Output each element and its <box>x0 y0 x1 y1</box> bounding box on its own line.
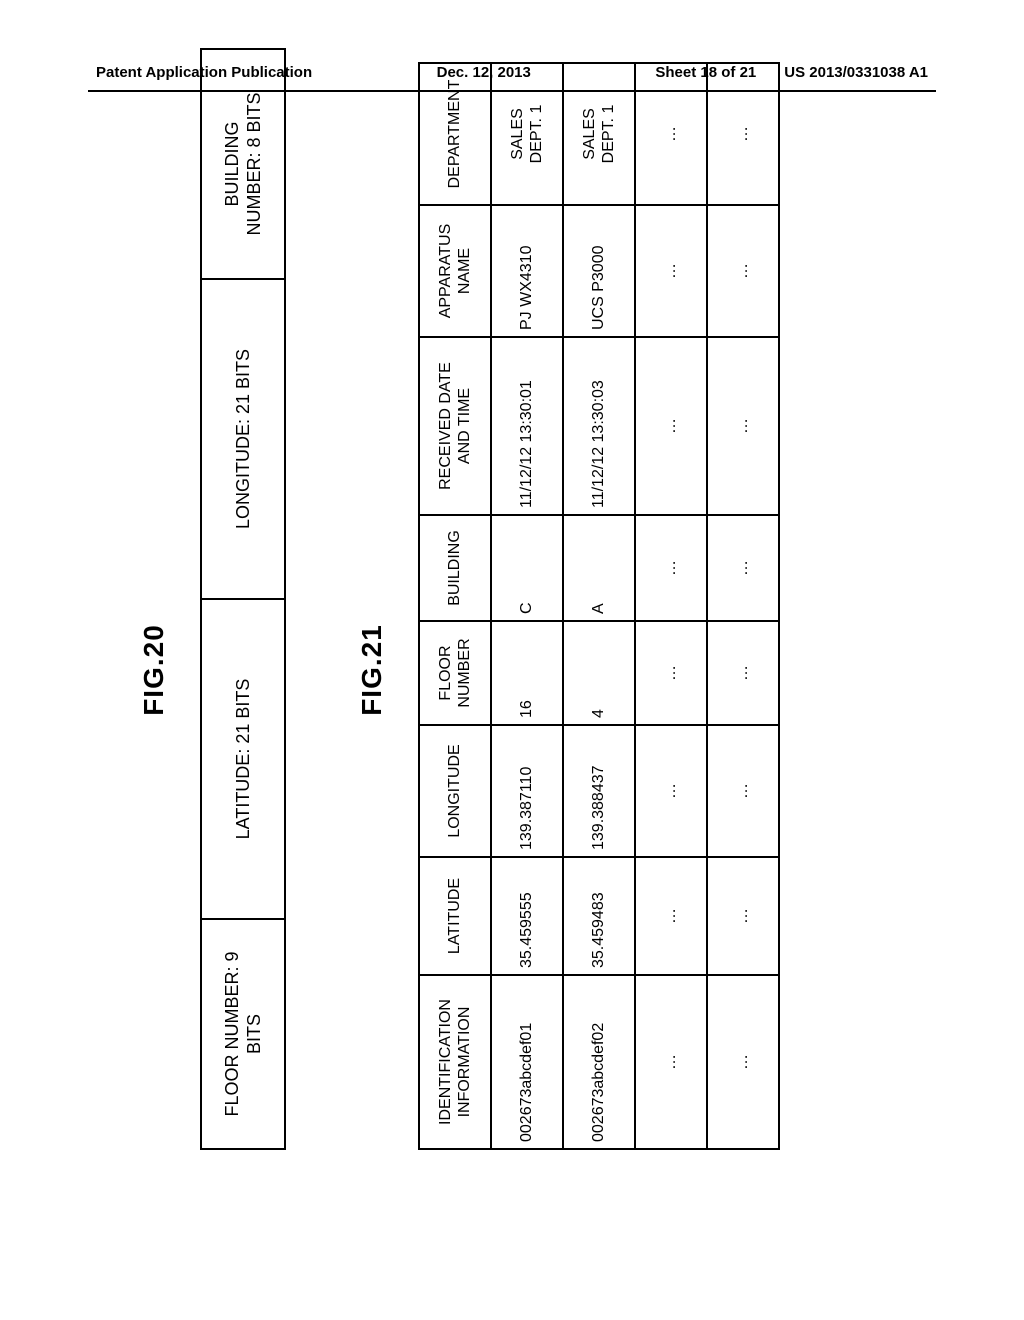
rotated-stage: FIG.20 FLOOR NUMBER: 9 BITS LATITUDE: 21… <box>88 130 936 1230</box>
fig21-cell: … <box>707 621 779 725</box>
fig21-cell: 139.387110 <box>491 725 563 857</box>
fig21-cell: 4 <box>563 621 635 725</box>
fig20-cell-longitude: LONGITUDE: 21 BITS <box>201 279 285 599</box>
fig21-cell: 139.388437 <box>563 725 635 857</box>
fig21-cell: … <box>635 621 707 725</box>
fig21-label: FIG.21 <box>356 190 388 1150</box>
page: Patent Application Publication Dec. 12, … <box>0 0 1024 1320</box>
fig21-cell: … <box>707 515 779 621</box>
fig21-cell: … <box>635 857 707 975</box>
fig21-col-latitude: LATITUDE <box>419 857 491 975</box>
fig21-col-longitude: LONGITUDE <box>419 725 491 857</box>
fig21-cell: 16 <box>491 621 563 725</box>
fig21-cell: … <box>635 725 707 857</box>
fig21-cell: … <box>707 857 779 975</box>
fig21-cell: … <box>635 337 707 515</box>
fig21-row: 002673abcdef02 35.459483 139.388437 4 A … <box>563 63 635 1149</box>
fig21-cell: … <box>707 205 779 337</box>
fig21-cell: 35.459555 <box>491 857 563 975</box>
fig20-cell-latitude: LATITUDE: 21 BITS <box>201 599 285 919</box>
fig21-cell: … <box>707 975 779 1149</box>
fig21-cell: C <box>491 515 563 621</box>
fig21-cell: UCS P3000 <box>563 205 635 337</box>
fig21-cell: 002673abcdef02 <box>563 975 635 1149</box>
fig21-cell: … <box>635 63 707 205</box>
fig21-cell: … <box>707 337 779 515</box>
fig21-cell: SALES DEPT. 1 <box>563 63 635 205</box>
fig21-row: … … … … … … … … <box>635 63 707 1149</box>
fig21-cell: 35.459483 <box>563 857 635 975</box>
header-pubnum: US 2013/0331038 A1 <box>784 64 928 81</box>
fig21-cell: 11/12/12 13:30:03 <box>563 337 635 515</box>
fig21-col-apparatus: APPARATUS NAME <box>419 205 491 337</box>
fig20-cell-floor: FLOOR NUMBER: 9 BITS <box>201 919 285 1149</box>
fig21-row: 002673abcdef01 35.459555 139.387110 16 C… <box>491 63 563 1149</box>
fig20-row: FLOOR NUMBER: 9 BITS LATITUDE: 21 BITS L… <box>201 49 285 1149</box>
fig20-label: FIG.20 <box>138 190 170 1150</box>
fig21-header-row: IDENTIFICATION INFORMATION LATITUDE LONG… <box>419 63 491 1149</box>
rotated-content: FIG.20 FLOOR NUMBER: 9 BITS LATITUDE: 21… <box>88 130 936 1230</box>
fig21-cell: 002673abcdef01 <box>491 975 563 1149</box>
fig21-cell: 11/12/12 13:30:01 <box>491 337 563 515</box>
fig21-cell: A <box>563 515 635 621</box>
fig21-cell: … <box>635 515 707 621</box>
fig21-cell: … <box>635 205 707 337</box>
fig20-cell-building: BUILDING NUMBER: 8 BITS <box>201 49 285 279</box>
fig21-cell: PJ WX4310 <box>491 205 563 337</box>
fig21-row: … … … … … … … … <box>707 63 779 1149</box>
fig21-col-building: BUILDING <box>419 515 491 621</box>
fig21-table: IDENTIFICATION INFORMATION LATITUDE LONG… <box>418 62 780 1150</box>
fig21-col-datetime: RECEIVED DATE AND TIME <box>419 337 491 515</box>
fig20-table: FLOOR NUMBER: 9 BITS LATITUDE: 21 BITS L… <box>200 48 286 1150</box>
fig21-col-floor: FLOOR NUMBER <box>419 621 491 725</box>
fig21-col-id: IDENTIFICATION INFORMATION <box>419 975 491 1149</box>
fig21-cell: … <box>707 725 779 857</box>
fig21-cell: … <box>707 63 779 205</box>
fig21-col-department: DEPARTMENT <box>419 63 491 205</box>
fig21-cell: SALES DEPT. 1 <box>491 63 563 205</box>
fig21-cell: … <box>635 975 707 1149</box>
